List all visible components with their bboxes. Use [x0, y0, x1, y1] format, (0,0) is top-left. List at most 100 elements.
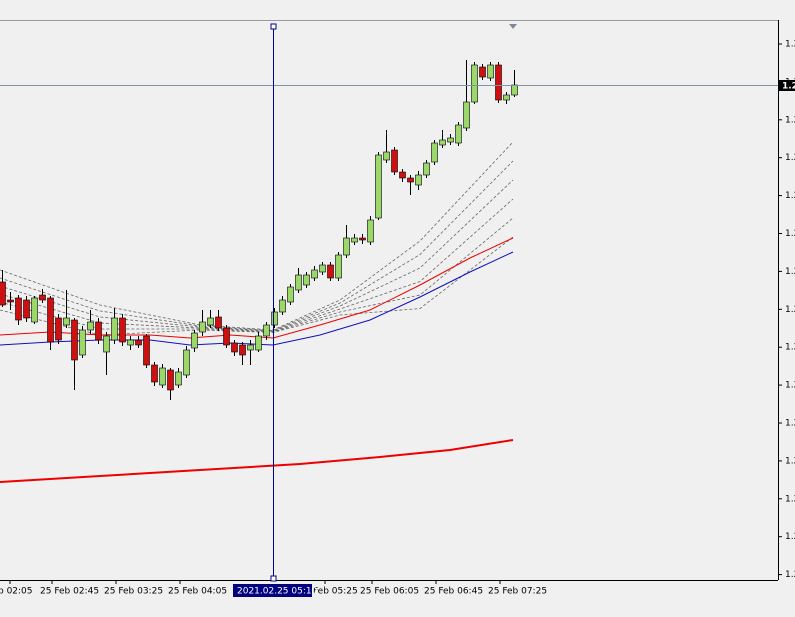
price-label: 1.2	[785, 456, 795, 466]
candle-body	[399, 171, 406, 179]
candle-body	[39, 294, 46, 301]
candle-body	[263, 324, 270, 337]
candle-body	[0, 281, 6, 306]
candle-body	[7, 299, 14, 303]
time-label: 25 Feb 06:05	[360, 587, 419, 597]
candle-body	[103, 335, 110, 353]
time-label: 25 Feb 04:05	[168, 587, 227, 597]
crosshair-time-box	[233, 584, 312, 597]
candle-body	[335, 254, 342, 279]
ma-blue	[0, 251, 514, 346]
candle-body	[287, 286, 294, 303]
time-label: 25 Feb 07:25	[488, 587, 547, 597]
candle-body	[407, 177, 414, 183]
candle-body	[223, 327, 230, 346]
time-label: 25 Feb 02:45	[40, 587, 99, 597]
candle-body	[231, 342, 238, 353]
candle-body	[15, 297, 22, 321]
candle-body	[159, 367, 166, 386]
time-label: 25 Feb 06:45	[424, 587, 483, 597]
candle-body	[255, 335, 262, 351]
price-label: 1.2	[785, 532, 795, 542]
price-label: 1.2	[785, 305, 795, 315]
candle-body	[135, 339, 142, 346]
candle-body	[415, 174, 422, 186]
price-label: 1.2	[785, 494, 795, 504]
candle-body	[383, 151, 390, 161]
candle-body	[95, 321, 102, 341]
candle-body	[351, 237, 358, 243]
candle-body	[463, 101, 470, 129]
candle-body	[487, 64, 494, 79]
price-label: 1.2	[785, 381, 795, 391]
candle-body	[111, 317, 118, 341]
candle-body	[191, 332, 198, 349]
candle-body	[87, 321, 94, 331]
price-label: 1.2	[785, 343, 795, 353]
candle-body	[311, 269, 318, 279]
candle-body	[439, 139, 446, 146]
candle-body	[143, 335, 150, 366]
candle-body	[239, 344, 246, 356]
candle-body	[119, 317, 126, 343]
candle-body	[295, 274, 302, 291]
candle-body	[391, 149, 398, 173]
current-price-label: 1.2	[782, 82, 795, 92]
price-label: 1.2	[785, 570, 795, 580]
candle-body	[303, 274, 310, 286]
price-label: 1.2	[785, 267, 795, 277]
candle-body	[23, 299, 30, 319]
candle-body	[47, 297, 54, 343]
candle-body	[199, 321, 206, 333]
price-label: 1.2	[785, 191, 795, 201]
candle-body	[175, 371, 182, 386]
time-label: b 02:05	[0, 587, 33, 597]
axes: 1.2 1.2 1.2 1.2 1.2 1.2 1.2 1.2 1.2 1.2 1.2 1.2 1.2 1…	[0, 40, 795, 597]
plot-area	[0, 60, 518, 483]
candle-body	[127, 339, 134, 346]
candle-body	[215, 316, 222, 329]
candle-body	[183, 349, 190, 376]
candle-body	[503, 94, 510, 101]
candle-body	[63, 317, 70, 326]
price-label: 1.2	[785, 419, 795, 429]
candle-body	[471, 64, 478, 103]
candle-body	[511, 84, 518, 96]
ma-red	[0, 237, 514, 339]
candle-body	[479, 66, 486, 78]
price-label: 1.2	[785, 229, 795, 239]
ma-dashed	[0, 160, 514, 331]
candle-body	[495, 64, 502, 101]
price-label: 1.2	[785, 153, 795, 163]
candle-body	[447, 137, 454, 143]
candle-body	[71, 319, 78, 361]
crosshair-time-label: 2021.02.25 05:10	[237, 587, 318, 597]
ma-slow	[0, 439, 514, 483]
candle-body	[455, 124, 462, 144]
candle-body	[431, 142, 438, 163]
candle-body	[279, 299, 286, 313]
candle-body	[359, 237, 366, 241]
candle-body	[367, 219, 374, 243]
candle-body	[79, 329, 86, 356]
candle-body	[423, 162, 430, 176]
candle-body	[151, 364, 158, 383]
candle-body	[247, 344, 254, 351]
candle-body	[319, 264, 326, 273]
candle-body	[31, 297, 38, 323]
time-label: Feb 05:25	[313, 587, 358, 597]
candle-body	[271, 311, 278, 326]
price-label: 1.2	[785, 40, 795, 50]
candle-body	[343, 237, 350, 256]
candle-body	[327, 264, 334, 279]
candle-body	[167, 369, 174, 391]
candle-body	[375, 154, 382, 219]
price-label: 1.2	[785, 115, 795, 125]
crosshair-handle	[270, 23, 277, 30]
candle-body	[55, 317, 62, 341]
current-price-box	[779, 80, 795, 91]
shift-marker	[509, 24, 517, 29]
